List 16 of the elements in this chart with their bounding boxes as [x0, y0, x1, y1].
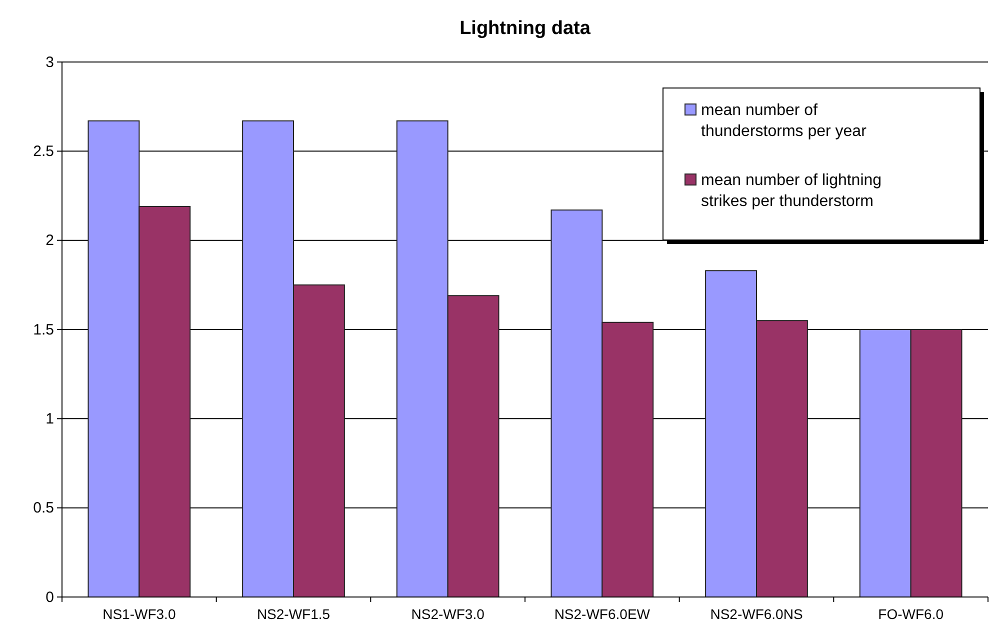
x-tick-label: FO-WF6.0	[878, 606, 944, 622]
y-tick-label: 1.5	[33, 321, 54, 338]
x-tick-label: NS2-WF3.0	[411, 606, 485, 622]
y-tick-label: 2	[46, 232, 54, 250]
y-tick-label: 3	[46, 54, 54, 71]
x-tick-label: NS2-WF1.5	[256, 606, 330, 622]
x-tick-label: NS2-WF6.0NS	[710, 606, 803, 622]
x-tick-label: NS2-WF6.0EW	[554, 606, 651, 622]
y-tick-label: 0	[46, 588, 54, 606]
x-tick-label: NS1-WF3.0	[102, 606, 176, 622]
y-tick-label: 1	[46, 410, 54, 428]
chart-title: Lightning data	[460, 18, 591, 39]
y-tick-label: 0.5	[33, 500, 54, 517]
legend-label: mean number of thunderstorms per year	[701, 102, 868, 140]
legend-label: mean number of lightning strikes per thunderstorm	[701, 172, 882, 210]
y-tick-label: 2.5	[33, 142, 54, 160]
